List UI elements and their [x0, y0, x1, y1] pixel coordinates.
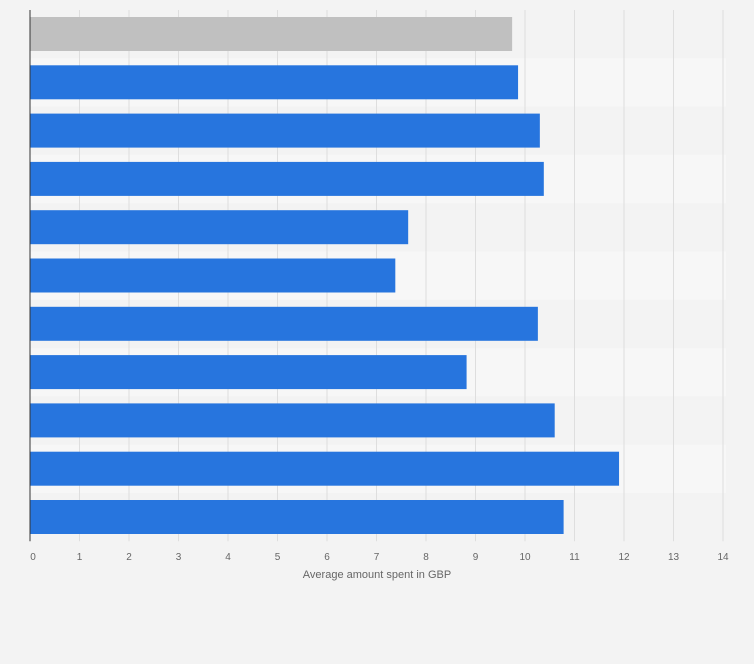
x-tick-label: 14	[717, 552, 729, 563]
x-tick-label: 1	[77, 552, 83, 563]
bar	[30, 161, 544, 196]
x-tick-label: 0	[30, 552, 36, 563]
bar	[30, 210, 409, 245]
bar	[30, 65, 519, 100]
bar	[30, 403, 555, 438]
x-tick-label: 5	[275, 552, 281, 563]
x-tick-label: 8	[423, 552, 429, 563]
bar	[30, 113, 540, 148]
x-tick-label: 6	[324, 552, 330, 563]
x-tick-label: 4	[225, 552, 231, 563]
bar	[30, 355, 467, 390]
bar	[30, 451, 620, 486]
x-tick-label: 12	[618, 552, 630, 563]
x-tick-label: 7	[374, 552, 380, 563]
bar	[30, 17, 513, 51]
x-axis-label: Average amount spent in GBP	[303, 569, 451, 581]
x-tick-label: 13	[668, 552, 680, 563]
x-tick-label: 9	[473, 552, 479, 563]
bar	[30, 258, 396, 293]
x-tick-label: 10	[519, 552, 531, 563]
bar	[30, 306, 538, 341]
x-tick-label: 2	[126, 552, 132, 563]
x-tick-label: 11	[569, 552, 580, 563]
x-tick-label: 3	[176, 552, 182, 563]
bar	[30, 500, 564, 534]
x-tick-labels: 0 1 2 3 4 5 6 7 8 9 10 11 12 13 14	[30, 552, 729, 563]
bars	[30, 17, 620, 534]
